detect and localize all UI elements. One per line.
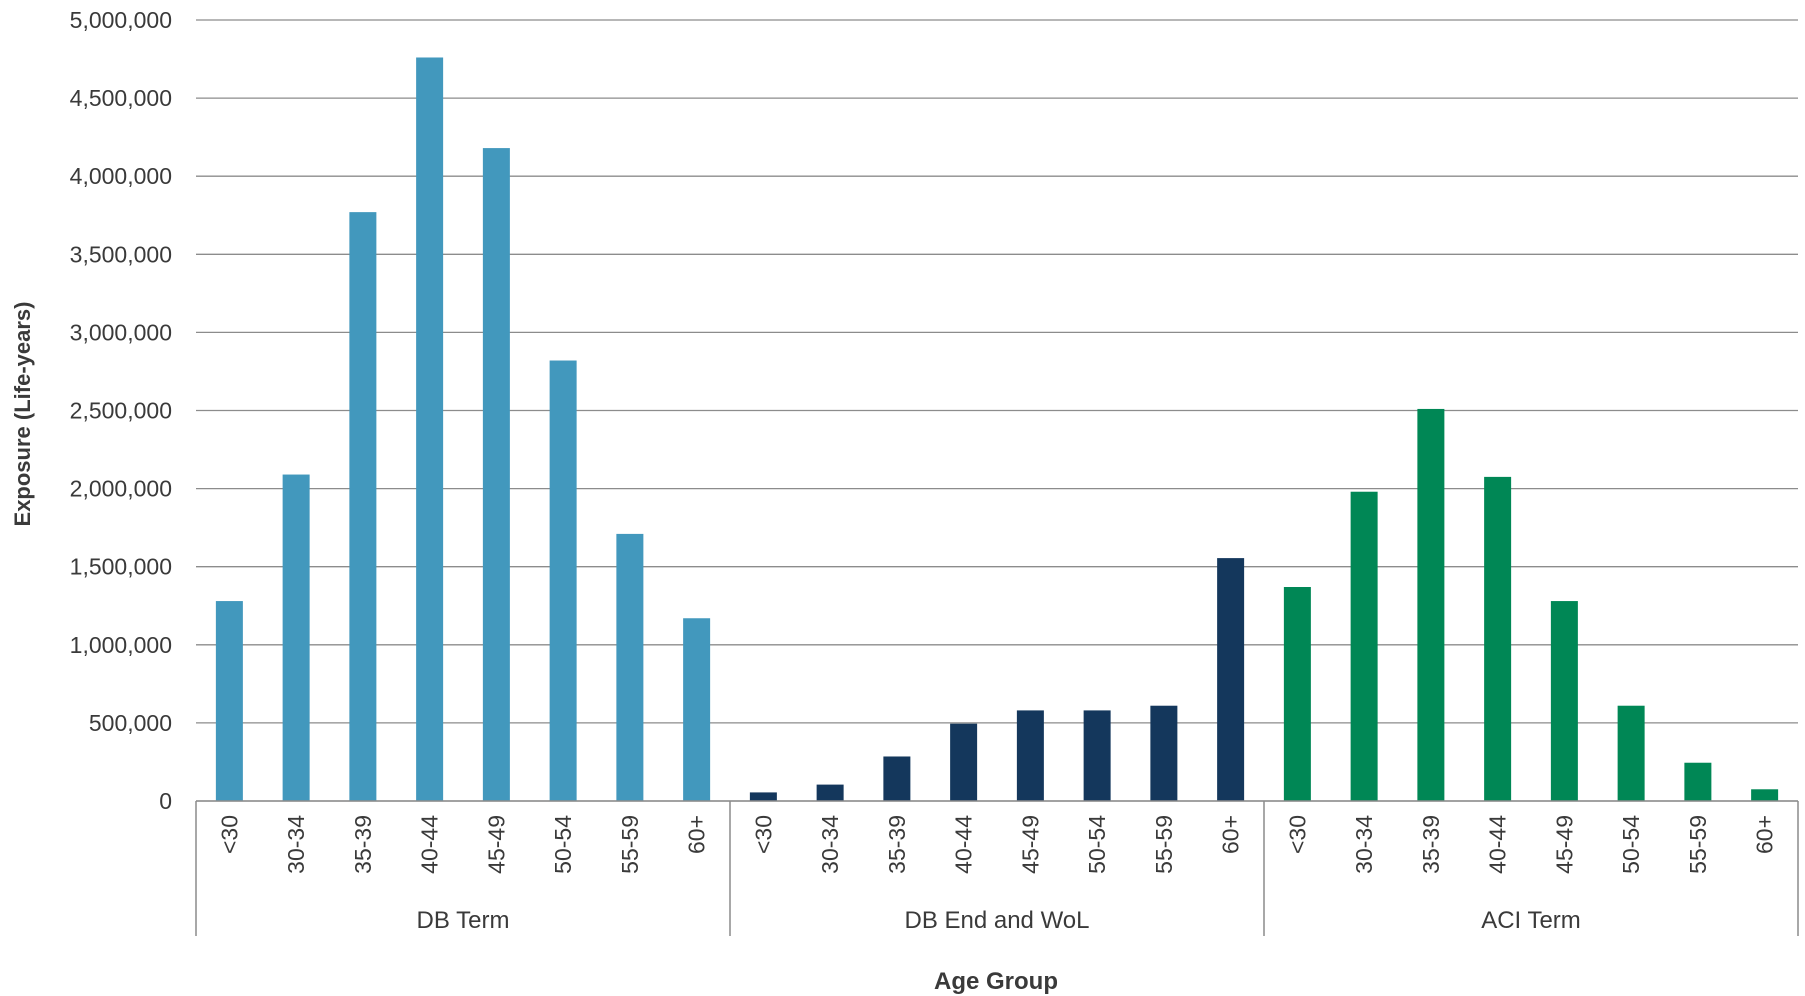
bar (482, 148, 510, 802)
bar (1617, 705, 1645, 801)
bar (683, 618, 711, 801)
bar (883, 756, 911, 801)
group-label: ACI Term (1481, 907, 1581, 934)
x-tick-label: <30 (750, 815, 776, 854)
x-axis: <30 30-34 35-39 40-44 45-49 50-54 55-59 60+ DB T… (195, 800, 1799, 936)
bar (1083, 710, 1111, 801)
bar (1016, 710, 1044, 801)
x-tick-label: 35-39 (1418, 815, 1444, 874)
bar (1217, 558, 1245, 801)
group-label: DB End and WoL (904, 907, 1089, 934)
gridlines (196, 19, 1798, 802)
y-tick-label: 5,000,000 (70, 7, 172, 33)
y-tick-label: 2,500,000 (70, 398, 172, 424)
y-tick-label: 1,000,000 (70, 632, 172, 658)
y-tick-label: 3,000,000 (70, 319, 172, 345)
x-tick-label: 30-34 (283, 815, 309, 874)
x-tick-label: 45-49 (1017, 815, 1043, 874)
x-tick-label: 55-59 (617, 815, 643, 874)
x-tick-label: 55-59 (1151, 815, 1177, 874)
bar (1751, 789, 1779, 801)
bar (950, 723, 978, 801)
x-tick-label: 40-44 (417, 815, 443, 874)
y-tick-label: 3,500,000 (70, 241, 172, 267)
bar (215, 601, 243, 801)
x-tick-label: 30-34 (1351, 815, 1377, 874)
bar (1484, 476, 1512, 801)
bar (1150, 705, 1178, 801)
x-tick-label: 60+ (684, 815, 710, 854)
bar (549, 360, 577, 801)
bar (349, 212, 377, 802)
bar (749, 792, 777, 801)
x-tick-label: 60+ (1218, 815, 1244, 854)
y-axis-tick-labels: 0 500,000 1,000,000 1,500,000 2,000,000 2,500… (70, 7, 172, 814)
y-tick-label: 2,000,000 (70, 476, 172, 502)
y-axis-label: Exposure (Life-years) (10, 302, 35, 527)
y-tick-label: 1,500,000 (70, 554, 172, 580)
x-axis-label: Age Group (934, 968, 1058, 995)
bars (215, 57, 1779, 802)
x-tick-label: 30-34 (817, 815, 843, 874)
bar (282, 474, 310, 801)
bar (1283, 587, 1311, 801)
x-tick-label: 45-49 (1551, 815, 1577, 874)
x-tick-label: 40-44 (951, 815, 977, 874)
group-label: DB Term (417, 907, 510, 934)
bar (416, 57, 444, 802)
y-tick-label: 0 (159, 788, 172, 814)
bar (1684, 762, 1712, 801)
x-tick-label: 55-59 (1685, 815, 1711, 874)
x-tick-label: 35-39 (350, 815, 376, 874)
bar (616, 533, 644, 801)
y-tick-label: 4,500,000 (70, 85, 172, 111)
bar (1417, 408, 1445, 801)
bar (1550, 601, 1578, 801)
bar (816, 784, 844, 801)
x-tick-label: 50-54 (550, 815, 576, 874)
x-tick-label: 50-54 (1618, 815, 1644, 874)
x-tick-label: <30 (216, 815, 242, 854)
x-tick-label: 50-54 (1084, 815, 1110, 874)
x-tick-label: <30 (1284, 815, 1310, 854)
x-tick-label: 60+ (1752, 815, 1778, 854)
y-tick-label: 500,000 (89, 710, 172, 736)
x-tick-label: 40-44 (1485, 815, 1511, 874)
x-tick-label: 35-39 (884, 815, 910, 874)
bar (1350, 491, 1378, 801)
x-tick-label: 45-49 (483, 815, 509, 874)
y-tick-label: 4,000,000 (70, 163, 172, 189)
